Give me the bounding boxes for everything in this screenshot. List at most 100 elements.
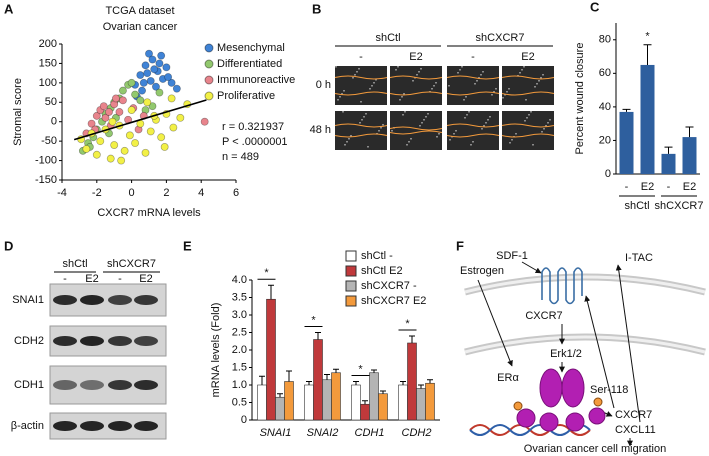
bar <box>322 379 332 421</box>
error-bar <box>286 370 292 382</box>
point <box>141 148 150 157</box>
speckle <box>466 114 468 116</box>
chart-subtitle: Ovarian cancer <box>103 21 178 33</box>
band <box>108 421 132 431</box>
speckle <box>380 127 382 129</box>
column-label: - <box>63 273 67 285</box>
bar <box>682 137 697 174</box>
band <box>134 380 158 390</box>
y-tick-label: 0 <box>605 168 611 180</box>
significance: * <box>264 267 269 279</box>
speckle <box>480 74 482 76</box>
arrow <box>521 261 542 274</box>
band <box>53 421 77 431</box>
speckle <box>509 142 511 144</box>
speckle <box>341 93 343 95</box>
y-tick-label: 200 <box>39 38 57 50</box>
speckle <box>348 138 350 140</box>
speckle <box>352 77 354 79</box>
speckle <box>375 79 377 81</box>
speckle <box>508 88 510 90</box>
error-bar <box>409 335 415 343</box>
wound-edge <box>334 133 388 138</box>
speckle <box>495 88 497 90</box>
diagram-panel: F SDF-1 Estrogen I-TAC CXCR7 Erk1/2 ERα … <box>456 238 706 455</box>
bar <box>304 384 314 421</box>
speckle <box>358 68 360 70</box>
legend-label: Mesenchymal <box>217 42 285 54</box>
point <box>155 59 164 68</box>
y-tick-label: 20 <box>599 134 611 146</box>
y-tick-label: -100 <box>35 154 57 166</box>
speckle <box>457 72 459 74</box>
speckle <box>542 74 544 76</box>
point <box>143 98 152 107</box>
point <box>108 117 117 126</box>
micrograph <box>447 111 499 150</box>
speckle <box>504 94 506 96</box>
wound-edge <box>446 75 500 80</box>
speckle <box>543 128 545 130</box>
speckle <box>391 130 393 132</box>
speckle <box>541 131 543 133</box>
point <box>138 86 146 95</box>
bar <box>619 111 634 174</box>
row-label: β-actin <box>11 420 44 432</box>
speckle <box>536 83 538 85</box>
y-tick-label: 3.5 <box>232 291 247 303</box>
y-tick-label: -50 <box>41 135 57 147</box>
column-label: - <box>359 51 363 63</box>
speckle <box>491 94 493 96</box>
point <box>145 49 153 58</box>
annotation: P < .0000001 <box>222 136 288 148</box>
significance: * <box>311 314 316 326</box>
point <box>125 131 134 140</box>
legend-label: shCtl - <box>361 250 393 262</box>
speckle <box>403 93 405 95</box>
y-tick-label: 80 <box>599 34 611 46</box>
x-tick-label: CDH2 <box>402 427 432 439</box>
x-tick-label: E2 <box>641 181 654 193</box>
membrane <box>464 335 706 354</box>
bar <box>266 298 276 421</box>
wound-edge <box>334 123 388 128</box>
diagram-label: Ser-118 <box>590 384 628 396</box>
speckle <box>395 69 397 71</box>
legend-label: shCXCR7 E2 <box>361 295 426 307</box>
speckle <box>433 85 435 87</box>
speckle <box>506 91 508 93</box>
speckle <box>523 66 525 68</box>
panel-label: A <box>4 1 14 16</box>
wound-edge <box>501 91 555 96</box>
bar <box>284 381 294 421</box>
x-tick-label: E2 <box>683 181 696 193</box>
error-bar <box>324 374 330 380</box>
error-bar <box>259 375 265 385</box>
speckle <box>534 86 536 88</box>
point <box>141 61 150 70</box>
band <box>108 295 132 305</box>
bar <box>257 384 267 421</box>
speckle <box>461 66 463 68</box>
error-bar <box>371 369 377 373</box>
y-tick-label: 1.5 <box>232 361 247 373</box>
column-label: E2 <box>139 273 152 285</box>
error-bar <box>380 390 386 394</box>
wound-edge <box>501 133 555 138</box>
speckle <box>468 111 470 113</box>
speckle <box>524 120 526 122</box>
error-bar <box>353 381 359 385</box>
point <box>167 94 176 103</box>
speckle <box>455 130 457 132</box>
speckle <box>401 96 403 98</box>
speckle <box>449 139 451 141</box>
point <box>118 96 127 105</box>
row-label: CDH2 <box>14 335 44 347</box>
speckle <box>418 71 420 73</box>
bar <box>661 153 676 174</box>
error-bar <box>277 393 283 398</box>
bar <box>378 393 388 421</box>
speckle <box>474 83 476 85</box>
legend-marker <box>204 59 214 69</box>
speckle <box>528 114 530 116</box>
